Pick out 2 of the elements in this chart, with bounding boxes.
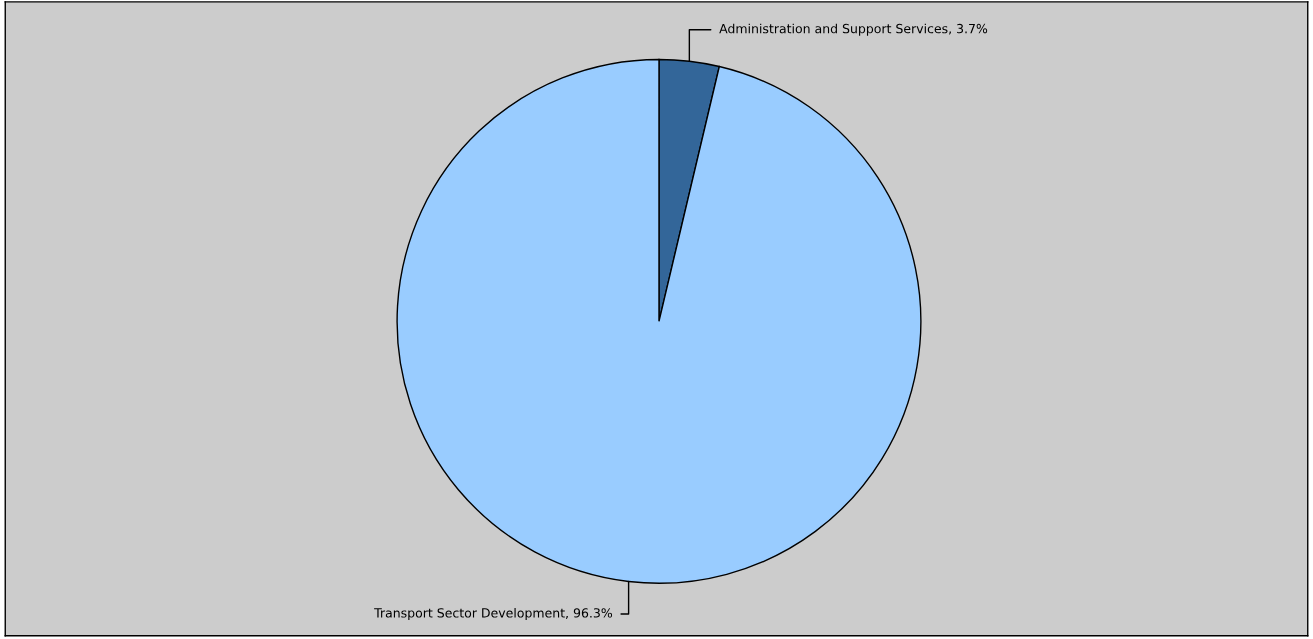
slice-label: Administration and Support Services, 3.7%: [719, 23, 988, 36]
slice-label: Transport Sector Development, 96.3%: [374, 607, 613, 621]
